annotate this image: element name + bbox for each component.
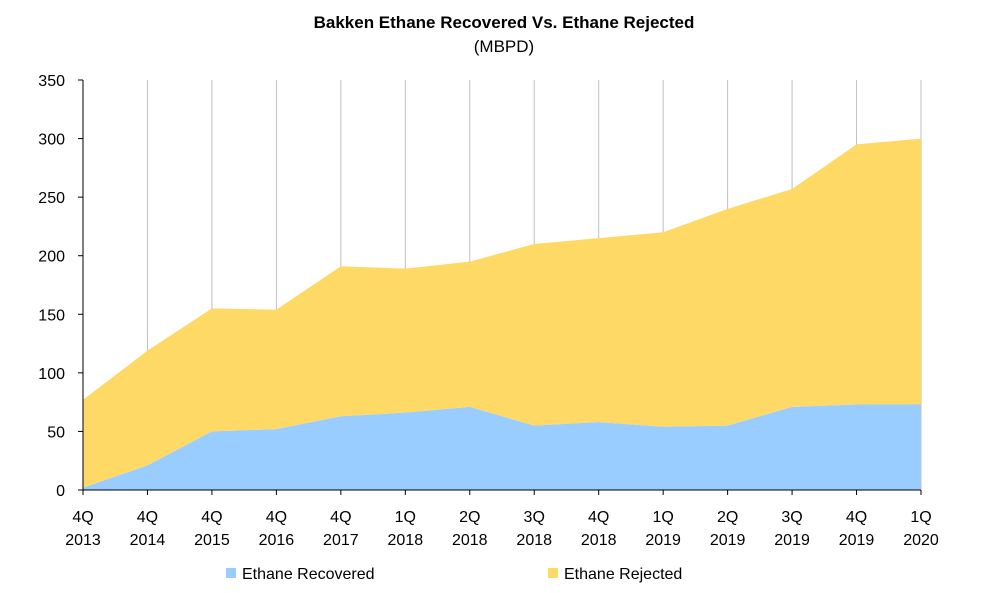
y-tick-label: 0: [56, 483, 65, 500]
y-tick-label: 300: [38, 132, 65, 149]
x-tick-label: 2Q 2018: [452, 509, 488, 549]
x-tick-label: 1Q 2019: [645, 509, 681, 549]
x-tick-label: 4Q 2019: [839, 509, 875, 549]
x-tick-label: 4Q 2015: [194, 509, 230, 549]
y-tick-label: 150: [38, 307, 65, 324]
x-tick-label: 4Q 2017: [323, 509, 359, 549]
x-tick-label: 4Q 2014: [130, 509, 166, 549]
legend-label-rejected: Ethane Rejected: [564, 566, 682, 583]
x-tick-label: 3Q 2018: [516, 509, 552, 549]
chart-title: Bakken Ethane Recovered Vs. Ethane Rejec…: [314, 13, 695, 32]
x-tick-label: 1Q 2018: [388, 509, 424, 549]
legend: Ethane Recovered Ethane Rejected: [226, 566, 682, 583]
area-series-ethane-recovered: [83, 404, 921, 490]
x-tick-label: 1Q 2020: [903, 509, 939, 549]
chart-subtitle: (MBPD): [474, 37, 534, 56]
x-tick-label: 4Q 2013: [65, 509, 101, 549]
y-tick-label: 250: [38, 190, 65, 207]
x-tick-label: 2Q 2019: [710, 509, 746, 549]
x-tick-label: 3Q 2019: [774, 509, 810, 549]
y-axis-ticks: 0 50 100 150 200 250 300 350: [38, 73, 83, 500]
plot-areas: [83, 138, 921, 490]
axes: [82, 80, 921, 491]
x-tick-label: 4Q 2018: [581, 509, 617, 549]
y-tick-label: 350: [38, 73, 65, 90]
legend-label-recovered: Ethane Recovered: [242, 566, 375, 583]
x-tick-label: 4Q 2016: [259, 509, 295, 549]
x-axis-ticks: 4Q 2013 4Q 2014 4Q 2015 4Q 2016 4Q 2017 1Q 2018 2Q 20…: [65, 490, 939, 549]
area-series-ethane-rejected: [83, 138, 921, 488]
y-tick-label: 50: [47, 424, 65, 441]
legend-swatch-rejected: [548, 568, 558, 578]
y-tick-label: 200: [38, 249, 65, 266]
legend-swatch-recovered: [226, 568, 236, 578]
y-tick-label: 100: [38, 366, 65, 383]
